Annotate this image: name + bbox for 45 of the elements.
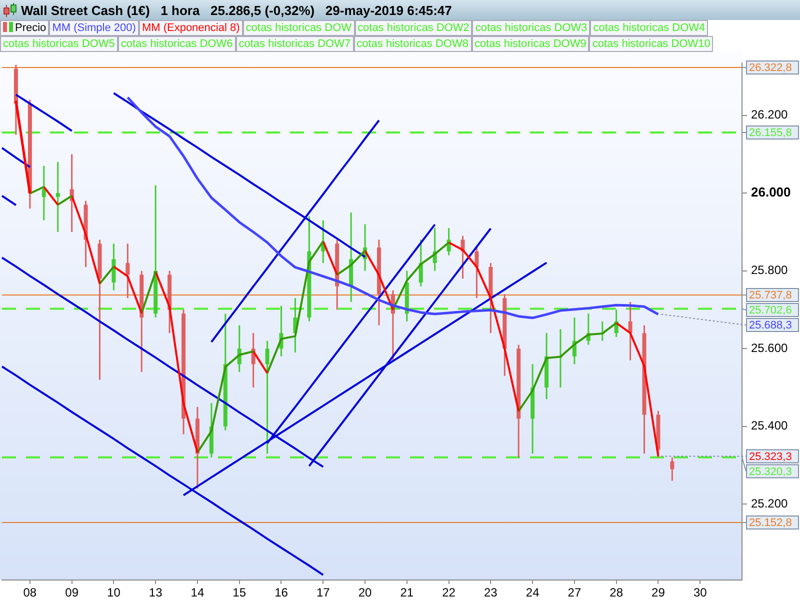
x-tick-label: 14 bbox=[190, 586, 204, 600]
legend-label: Precio bbox=[0, 20, 50, 36]
x-tick-label: 27 bbox=[568, 586, 582, 600]
text: cotas historicas DOW5 bbox=[0, 36, 118, 52]
text: cotas historicas DOW4 bbox=[590, 20, 708, 36]
text: cotas historicas DOW6 bbox=[118, 36, 236, 52]
text: cotas historicas DOW8 bbox=[354, 36, 472, 52]
x-tick-label: 22 bbox=[442, 586, 456, 600]
x-tick-label: 17 bbox=[316, 586, 330, 600]
y-tick-label: 25.600 bbox=[751, 340, 788, 355]
x-tick-label: 10 bbox=[107, 586, 121, 600]
x-tick-label: 29 bbox=[652, 586, 666, 600]
x-tick-label: 09 bbox=[65, 586, 79, 600]
ref-line-label: 25.737,8 bbox=[749, 290, 792, 302]
data-label: 25.688,3 bbox=[749, 320, 792, 332]
x-tick-label: 24 bbox=[526, 586, 540, 600]
text: cotas historicas DOW7 bbox=[236, 36, 354, 52]
text: cotas historicas DOW2 bbox=[354, 20, 472, 36]
text: cotas historicas DOW10 bbox=[589, 36, 714, 52]
x-tick-label: 16 bbox=[274, 586, 288, 600]
x-tick-label: 28 bbox=[610, 586, 624, 600]
ref-line-label: 26.322,8 bbox=[749, 62, 792, 74]
text: cotas historicas DOW9 bbox=[472, 36, 590, 52]
chart-title: Wall Street Cash (1€) 1 hora 25.286,5 (-0,32%) 29-may-2019 6:45:47 bbox=[21, 2, 452, 18]
y-tick-label: 26.200 bbox=[751, 108, 788, 122]
x-tick-label: 30 bbox=[693, 586, 708, 600]
y-tick-label: 26.000 bbox=[751, 184, 791, 200]
y-tick-label: 25.200 bbox=[751, 496, 788, 510]
ref-line-label: 25.320,3 bbox=[749, 466, 792, 478]
x-tick-label: 13 bbox=[148, 586, 163, 600]
x-tick-label: 15 bbox=[232, 586, 246, 600]
y-tick-label: 25.800 bbox=[751, 263, 788, 278]
x-tick-label: 20 bbox=[358, 586, 372, 600]
data-label: 25.323,3 bbox=[749, 450, 792, 463]
x-tick-label: 08 bbox=[23, 586, 37, 600]
text: MM (Simple 200) bbox=[49, 20, 139, 36]
x-tick-label: 23 bbox=[484, 586, 498, 600]
text: cotas historicas DOW3 bbox=[472, 20, 590, 36]
y-tick-label: 25.400 bbox=[751, 418, 788, 433]
text: cotas historicas DOW bbox=[242, 20, 355, 36]
ref-line-label: 26.155,8 bbox=[749, 127, 792, 140]
ref-line-label: 25.152,8 bbox=[749, 517, 792, 530]
ref-line-label: 25.702,6 bbox=[749, 304, 792, 317]
text: MM (Exponencial 8) bbox=[138, 20, 243, 36]
x-tick-label: 21 bbox=[400, 586, 414, 600]
